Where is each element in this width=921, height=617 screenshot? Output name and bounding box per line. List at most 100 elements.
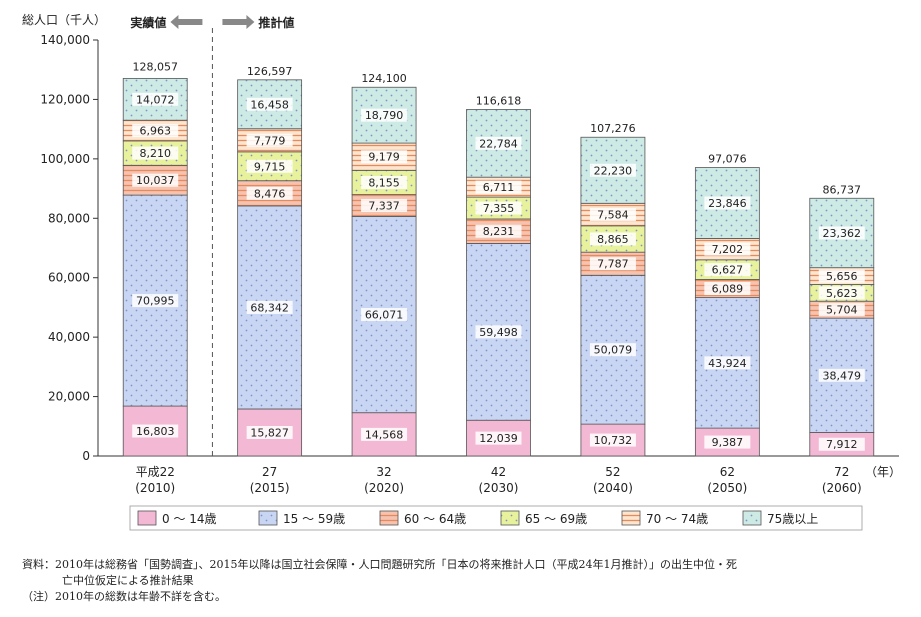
data-label: 5,656 — [826, 270, 858, 283]
data-label: 6,089 — [712, 283, 744, 296]
data-label-bg — [361, 308, 408, 322]
data-label-bg — [704, 282, 751, 296]
total-label: 116,618 — [476, 94, 522, 107]
x-tick-label-era: 62 — [720, 465, 735, 479]
legend-label: 15 ～ 59歳 — [283, 512, 345, 526]
data-label: 6,963 — [139, 125, 171, 138]
legend-swatch — [500, 510, 520, 526]
legend-label: 0 ～ 14歳 — [162, 512, 217, 526]
data-label-bg — [475, 325, 522, 339]
data-label-bg — [132, 173, 179, 187]
y-tick-label: 80,000 — [48, 211, 90, 225]
data-label: 5,623 — [826, 287, 858, 300]
data-label-bg — [589, 163, 636, 177]
data-label: 16,803 — [136, 425, 175, 438]
data-label-bg — [132, 424, 179, 438]
total-label: 124,100 — [361, 72, 407, 85]
data-label-bg — [589, 208, 636, 222]
source-note-line2: 亡中位仮定による推計結果 — [62, 574, 194, 587]
legend-label: 70 ～ 74歳 — [646, 512, 708, 526]
legend-label: 75歳以上 — [767, 512, 818, 526]
x-tick-label-era: 42 — [491, 465, 506, 479]
data-label: 7,912 — [826, 438, 858, 451]
data-label: 22,784 — [479, 137, 518, 150]
x-tick-label-year: (2040) — [593, 481, 633, 495]
legend-swatch — [258, 510, 278, 526]
legend-box — [129, 505, 863, 531]
total-label: 97,076 — [708, 153, 747, 166]
y-tick-label: 120,000 — [40, 92, 90, 106]
data-label-bg — [361, 427, 408, 441]
data-label: 5,704 — [826, 304, 858, 317]
data-label: 8,210 — [139, 147, 171, 160]
data-label-bg — [704, 435, 751, 449]
data-label-bg — [818, 303, 865, 317]
data-label-bg — [246, 425, 293, 439]
data-label: 16,458 — [250, 98, 289, 111]
actual-label: 実績値 — [130, 15, 166, 30]
data-label: 14,568 — [365, 428, 404, 441]
total-label: 126,597 — [247, 65, 293, 78]
data-label-bg — [246, 97, 293, 111]
total-label: 128,057 — [132, 60, 178, 73]
data-label: 50,079 — [594, 344, 633, 357]
x-tick-label-era: 72 — [834, 465, 849, 479]
data-label: 43,924 — [708, 357, 747, 370]
data-label-bg — [132, 124, 179, 138]
data-label: 7,202 — [712, 243, 744, 256]
x-tick-label-era: 平成22 — [136, 465, 175, 479]
data-label: 6,627 — [712, 264, 744, 277]
data-label: 70,995 — [136, 295, 175, 308]
y-tick-label: 20,000 — [48, 390, 90, 404]
data-label-bg — [589, 257, 636, 271]
data-label: 7,355 — [483, 202, 515, 215]
data-label: 9,387 — [712, 436, 744, 449]
x-tick-label-year: (2050) — [707, 481, 747, 495]
data-label-bg — [475, 201, 522, 215]
data-label-bg — [132, 92, 179, 106]
y-tick-label: 0 — [82, 449, 90, 463]
data-label-bg — [361, 198, 408, 212]
data-label-bg — [475, 136, 522, 150]
data-label: 6,711 — [483, 181, 515, 194]
data-label: 59,498 — [479, 326, 518, 339]
data-label-bg — [361, 108, 408, 122]
x-tick-label-era: 32 — [376, 465, 391, 479]
x-tick-label-era: 27 — [262, 465, 277, 479]
data-label-bg — [132, 294, 179, 308]
data-label-bg — [246, 186, 293, 200]
data-label: 38,479 — [823, 369, 862, 382]
total-label: 86,737 — [823, 183, 862, 196]
data-label: 23,362 — [823, 227, 862, 240]
data-label: 8,231 — [483, 225, 515, 238]
source-note-line1: 資料：2010年は総務省「国勢調査」、2015年以降は国立社会保障・人口問題研究… — [22, 558, 737, 571]
x-tick-label-year: (2015) — [250, 481, 290, 495]
projected-arrow-icon — [222, 15, 255, 29]
data-label-bg — [818, 226, 865, 240]
data-label: 22,230 — [594, 164, 633, 177]
legend-swatch — [742, 510, 762, 526]
data-label: 68,342 — [250, 301, 289, 314]
data-label-bg — [246, 159, 293, 173]
data-label-bg — [818, 437, 865, 451]
y-tick-label: 60,000 — [48, 271, 90, 285]
data-label-bg — [818, 286, 865, 300]
data-label: 8,155 — [368, 176, 400, 189]
data-label: 12,039 — [479, 432, 518, 445]
data-label: 23,846 — [708, 197, 747, 210]
data-label: 18,790 — [365, 109, 404, 122]
x-tick-label-year: (2020) — [364, 481, 404, 495]
data-label-bg — [704, 196, 751, 210]
data-label-bg — [475, 180, 522, 194]
x-axis-unit: （年） — [865, 465, 901, 479]
data-label: 7,337 — [368, 199, 400, 212]
data-label: 9,715 — [254, 160, 286, 173]
data-label-bg — [475, 224, 522, 238]
data-label-bg — [589, 433, 636, 447]
data-label: 15,827 — [250, 426, 289, 439]
data-label-bg — [361, 150, 408, 164]
data-label: 8,476 — [254, 187, 286, 200]
data-label: 8,865 — [597, 233, 629, 246]
legend-swatch — [379, 510, 399, 526]
data-label: 14,072 — [136, 93, 175, 106]
